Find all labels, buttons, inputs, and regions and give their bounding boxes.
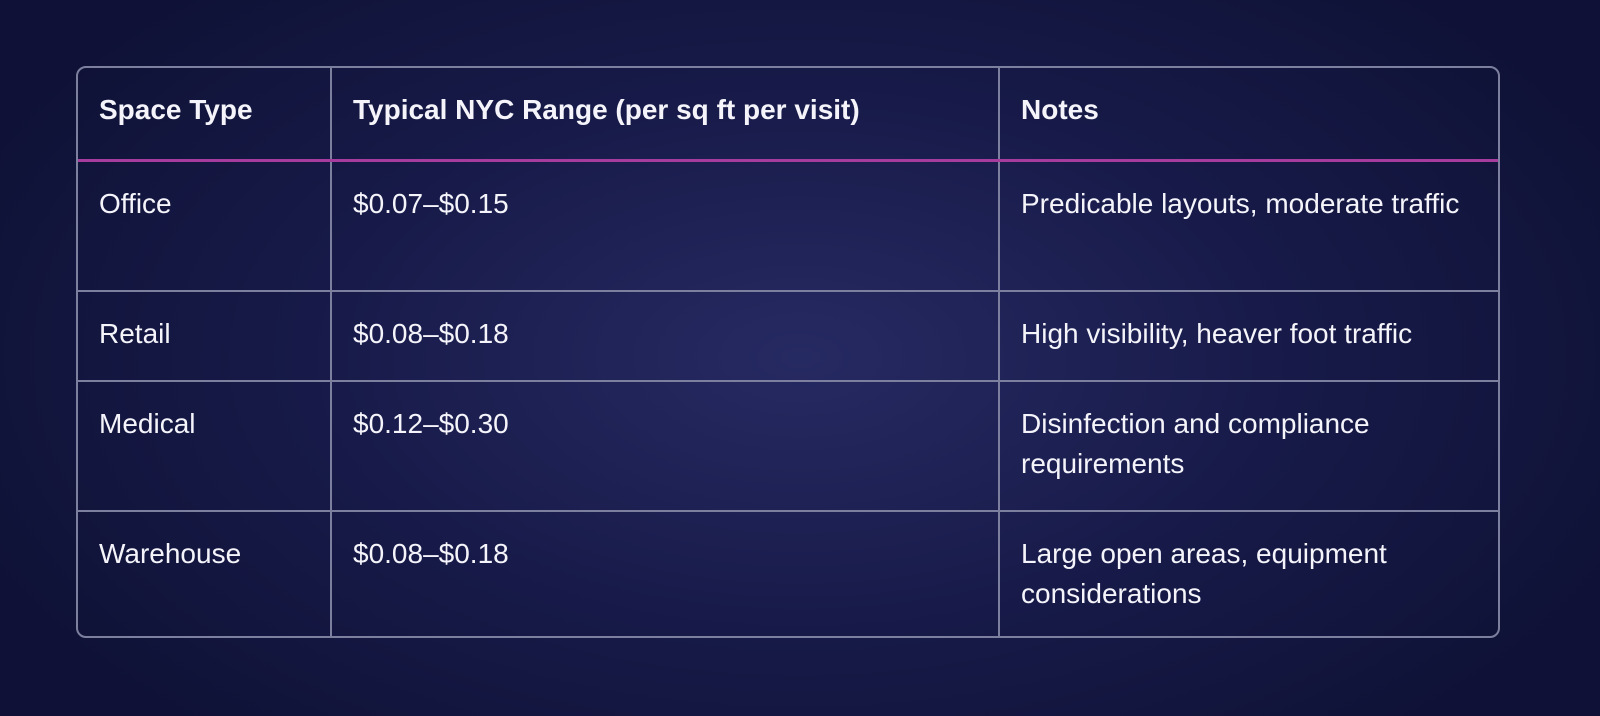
pricing-table: Space Type Typical NYC Range (per sq ft … bbox=[76, 66, 1500, 638]
cell-range: $0.08–$0.18 bbox=[330, 292, 998, 380]
table-row: Office $0.07–$0.15 Predicable layouts, m… bbox=[78, 159, 1498, 290]
header-space-type: Space Type bbox=[99, 94, 253, 125]
cell-range: $0.12–$0.30 bbox=[330, 382, 998, 510]
cell-notes: Large open areas, equipment consideratio… bbox=[998, 512, 1498, 636]
header-notes: Notes bbox=[998, 68, 1498, 159]
table-row: Medical $0.12–$0.30 Disinfection and com… bbox=[78, 380, 1498, 510]
cell-space-type: Office bbox=[99, 188, 172, 219]
cell-space-type: Warehouse bbox=[99, 538, 242, 569]
table-header-row: Space Type Typical NYC Range (per sq ft … bbox=[78, 68, 1498, 159]
cell-space-type: Medical bbox=[99, 408, 196, 439]
cell-notes: Disinfection and compliance requirements bbox=[998, 382, 1498, 510]
cell-range: $0.07–$0.15 bbox=[330, 162, 998, 290]
table-row: Warehouse $0.08–$0.18 Large open areas, … bbox=[78, 510, 1498, 636]
cell-range: $0.08–$0.18 bbox=[330, 512, 998, 636]
cell-space-type: Retail bbox=[99, 318, 171, 349]
cell-notes: Predicable layouts, moderate traffic bbox=[998, 162, 1498, 290]
header-range: Typical NYC Range (per sq ft per visit) bbox=[330, 68, 998, 159]
table-row: Retail $0.08–$0.18 High visibility, heav… bbox=[78, 290, 1498, 380]
cell-notes: High visibility, heaver foot traffic bbox=[998, 292, 1498, 380]
